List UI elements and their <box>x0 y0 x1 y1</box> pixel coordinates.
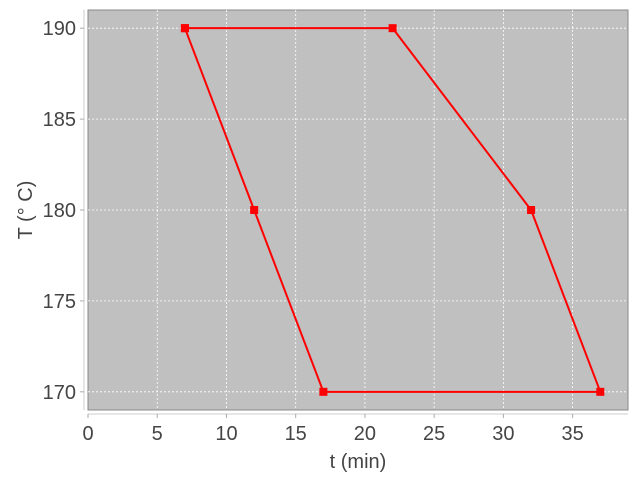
data-point <box>180 24 189 33</box>
x-tick-label: 20 <box>354 423 376 445</box>
x-tick-label: 10 <box>215 423 237 445</box>
y-tick-label: 180 <box>43 200 76 222</box>
data-point <box>596 387 605 396</box>
data-point <box>319 387 328 396</box>
x-tick-label: 35 <box>561 423 583 445</box>
x-tick-label: 5 <box>152 423 163 445</box>
y-tick-label: 190 <box>43 18 76 40</box>
y-tick-label: 175 <box>43 291 76 313</box>
x-tick-label: 30 <box>492 423 514 445</box>
y-axis-label: T (° C) <box>15 181 37 240</box>
x-tick-label: 15 <box>285 423 307 445</box>
x-axis-label: t (min) <box>330 451 387 473</box>
x-tick-label: 0 <box>82 423 93 445</box>
data-point <box>250 206 259 214</box>
data-point <box>388 24 397 33</box>
ticks: 0 5 10 15 20 25 30 35 170 175 180 185 190 <box>43 18 584 445</box>
data-point <box>527 206 536 214</box>
x-tick-label: 25 <box>423 423 445 445</box>
y-tick-label: 170 <box>43 382 76 404</box>
y-tick-label: 185 <box>43 109 76 131</box>
series <box>180 24 605 396</box>
